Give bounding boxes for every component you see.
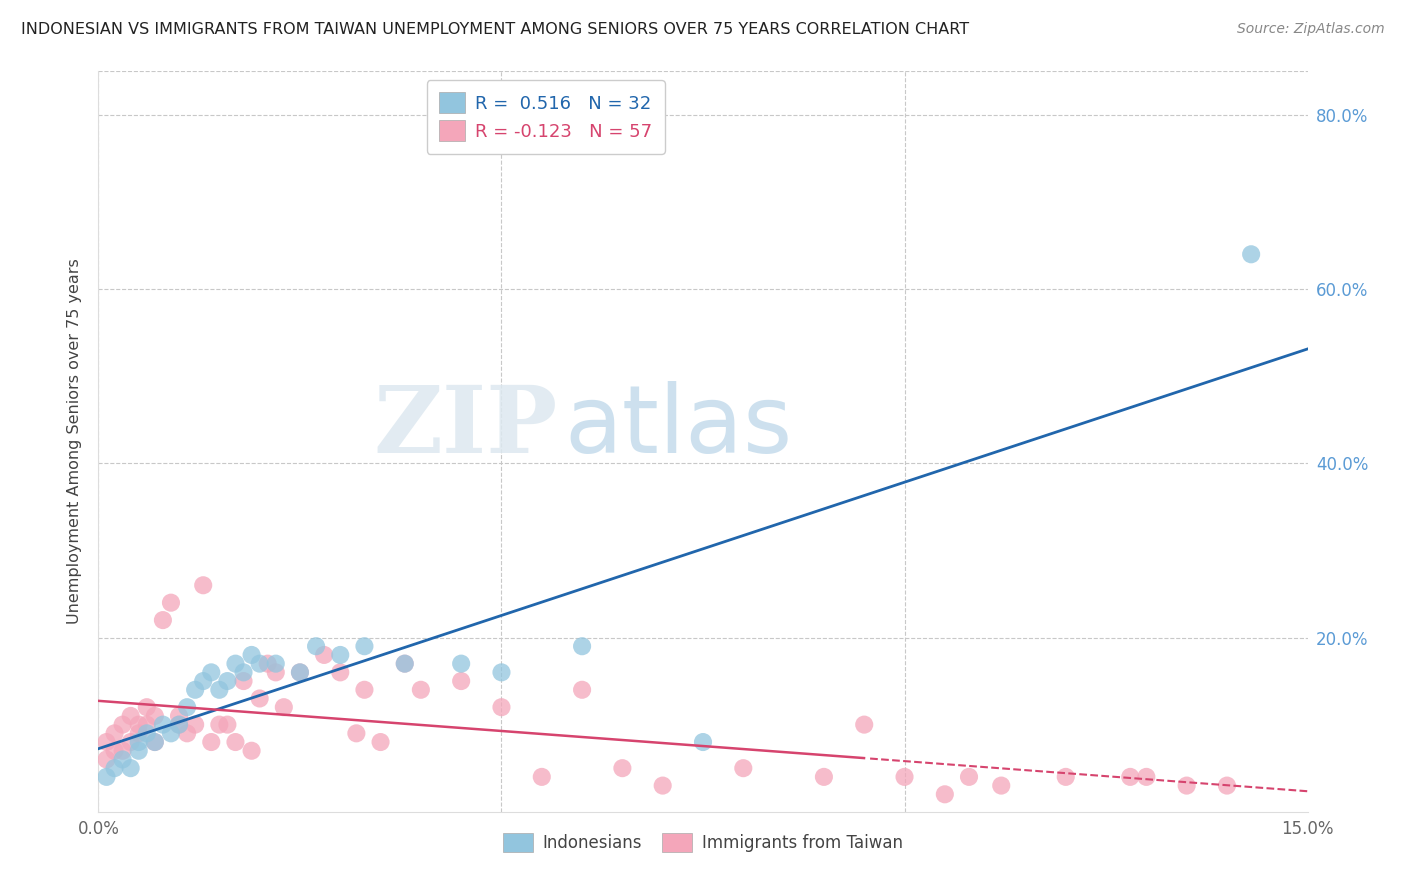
Point (273, 700, 295, 714)
Point (1175, 779, 1198, 793)
Text: INDONESIAN VS IMMIGRANTS FROM TAIWAN UNEMPLOYMENT AMONG SENIORS OVER 75 YEARS CO: INDONESIAN VS IMMIGRANTS FROM TAIWAN UNE… (21, 22, 969, 37)
Point (264, 665, 287, 680)
Point (491, 700, 513, 714)
Point (167, 717, 190, 731)
Point (571, 639, 593, 653)
Point (353, 639, 375, 653)
Point (96, 735, 118, 749)
Point (450, 674, 472, 689)
Point (813, 770, 835, 784)
Point (120, 735, 142, 749)
Point (232, 665, 254, 680)
Point (893, 770, 915, 784)
Point (344, 726, 367, 740)
Point (329, 665, 352, 680)
Point (128, 744, 150, 758)
Point (184, 682, 207, 697)
Point (160, 596, 183, 610)
Point (1054, 770, 1077, 784)
Point (208, 682, 231, 697)
Point (184, 717, 207, 731)
Point (217, 674, 239, 689)
Text: atlas: atlas (564, 381, 792, 473)
Point (96, 752, 118, 766)
Point (288, 665, 311, 680)
Point (571, 682, 593, 697)
Point (329, 648, 352, 662)
Point (409, 682, 432, 697)
Point (200, 735, 222, 749)
Point (200, 665, 222, 680)
Point (1135, 770, 1157, 784)
Point (193, 578, 215, 592)
Point (152, 613, 174, 627)
Point (143, 735, 166, 749)
Point (111, 752, 134, 766)
Point (353, 682, 375, 697)
Point (394, 657, 416, 671)
Point (135, 726, 157, 740)
Point (249, 691, 271, 706)
Point (120, 761, 142, 775)
Point (240, 648, 263, 662)
Point (135, 700, 157, 714)
Point (224, 735, 246, 749)
Point (103, 744, 125, 758)
Point (167, 709, 190, 723)
Point (370, 735, 392, 749)
Point (176, 700, 198, 714)
Point (232, 674, 254, 689)
Point (224, 657, 246, 671)
Point (128, 735, 150, 749)
Point (264, 657, 287, 671)
Point (450, 657, 472, 671)
Point (249, 657, 271, 671)
Point (934, 787, 956, 801)
Point (733, 761, 755, 775)
Point (111, 717, 134, 731)
Point (160, 726, 183, 740)
Point (143, 735, 166, 749)
Point (612, 761, 634, 775)
Point (217, 717, 239, 731)
Point (120, 709, 142, 723)
Point (853, 717, 876, 731)
Legend: Indonesians, Immigrants from Taiwan: Indonesians, Immigrants from Taiwan (496, 826, 910, 859)
Point (111, 744, 134, 758)
Point (143, 709, 166, 723)
Text: Source: ZipAtlas.com: Source: ZipAtlas.com (1237, 22, 1385, 37)
Point (1240, 247, 1263, 261)
Point (103, 726, 125, 740)
Point (135, 717, 157, 731)
Point (1119, 770, 1142, 784)
Point (240, 744, 263, 758)
Point (193, 674, 215, 689)
Point (651, 779, 673, 793)
Point (990, 779, 1012, 793)
Point (208, 717, 231, 731)
Point (176, 726, 198, 740)
Point (152, 717, 174, 731)
Point (530, 770, 553, 784)
Point (96, 770, 118, 784)
Y-axis label: Unemployment Among Seniors over 75 years: Unemployment Among Seniors over 75 years (67, 259, 83, 624)
Point (305, 639, 328, 653)
Text: ZIP: ZIP (374, 382, 558, 472)
Point (128, 717, 150, 731)
Point (491, 665, 513, 680)
Point (256, 657, 278, 671)
Point (394, 657, 416, 671)
Point (167, 717, 190, 731)
Point (1216, 779, 1239, 793)
Point (314, 648, 336, 662)
Point (288, 665, 311, 680)
Point (692, 735, 714, 749)
Point (957, 770, 980, 784)
Point (103, 761, 125, 775)
Point (128, 726, 150, 740)
